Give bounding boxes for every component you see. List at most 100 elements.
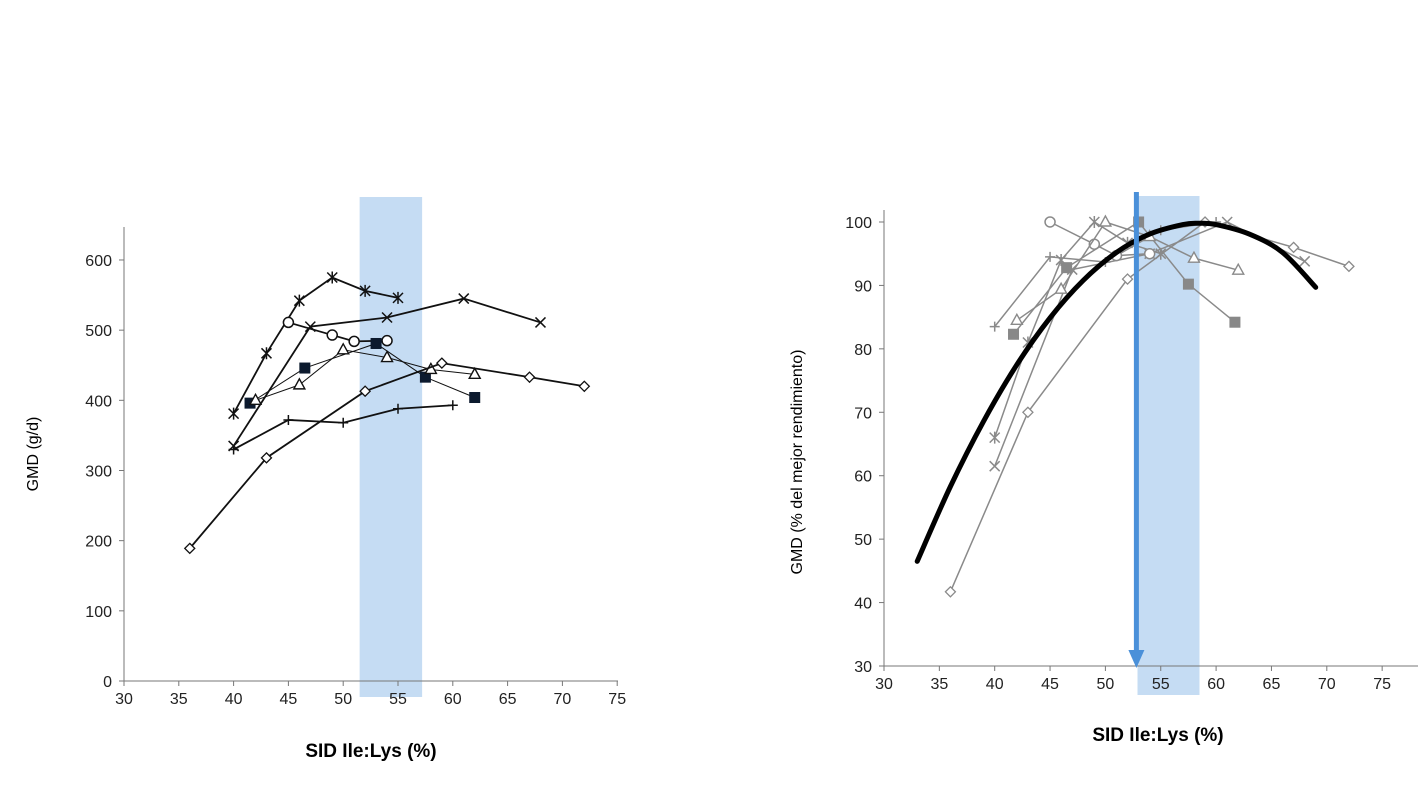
plus-marker xyxy=(338,417,349,428)
circle-marker xyxy=(348,335,360,348)
square-marker xyxy=(469,392,481,404)
diamond-marker xyxy=(1287,241,1300,254)
y-tick-label: 80 xyxy=(854,342,872,359)
series-line xyxy=(189,362,585,549)
triangle-marker xyxy=(1098,214,1113,227)
right-x-axis-label: SID Ile:Lys (%) xyxy=(1092,725,1223,746)
triangle-marker xyxy=(1231,262,1245,275)
diamond-marker xyxy=(578,380,591,393)
x-tick-label: 65 xyxy=(499,691,517,708)
circle-marker xyxy=(282,316,295,329)
asterisk-marker xyxy=(1088,215,1100,228)
x-tick-label: 65 xyxy=(1263,676,1281,693)
y-tick-label: 0 xyxy=(103,674,112,691)
asterisk-marker xyxy=(228,407,240,420)
circle-marker xyxy=(326,329,338,341)
triangle-marker xyxy=(248,392,263,406)
y-tick-label: 90 xyxy=(854,278,872,295)
series-line xyxy=(949,221,1350,593)
plus-marker xyxy=(393,403,403,414)
diamond-marker xyxy=(1121,273,1134,285)
square-marker xyxy=(1182,278,1194,290)
highlight-band xyxy=(1137,196,1200,695)
right-chart: 30 35 40 45 50 55 60 65 70 75 30 40 50 60 70 80 90 100 xyxy=(845,192,1418,695)
right-y-axis-label: GMD (% del mejor rendimiento) xyxy=(789,350,806,575)
highlight-band xyxy=(359,197,423,697)
x-marker xyxy=(989,460,1001,472)
y-tick-label: 40 xyxy=(854,596,872,613)
series-diamond xyxy=(944,216,1355,598)
triangle-marker xyxy=(1054,281,1068,294)
circle-marker xyxy=(1143,247,1156,260)
diamond-marker xyxy=(944,585,957,598)
square-marker xyxy=(299,362,311,374)
triangle-marker xyxy=(468,366,482,380)
x-tick-label: 70 xyxy=(554,691,572,708)
diamond-marker xyxy=(260,451,273,464)
plus-marker xyxy=(1045,251,1056,262)
plus-marker xyxy=(447,400,458,411)
y-tick-label: 50 xyxy=(854,532,872,549)
x-tick-label: 55 xyxy=(389,691,407,708)
series-line xyxy=(1016,221,1239,321)
series-circle xyxy=(282,316,393,348)
x-tick-label: 60 xyxy=(1207,676,1225,693)
x-tick-label: 40 xyxy=(225,691,243,708)
x-marker xyxy=(534,316,547,328)
asterisk-marker xyxy=(293,294,305,307)
x-tick-label: 40 xyxy=(986,676,1004,693)
series-diamond xyxy=(183,357,591,555)
series-asterisk xyxy=(228,271,404,420)
plus-marker xyxy=(283,414,294,425)
circle-marker xyxy=(1044,216,1056,228)
square-marker xyxy=(1008,328,1020,340)
x-tick-label: 70 xyxy=(1318,676,1336,693)
x-tick-label: 30 xyxy=(875,676,893,693)
y-tick-label: 100 xyxy=(845,215,872,232)
y-tick-label: 70 xyxy=(854,405,872,422)
x-marker xyxy=(1299,255,1311,267)
x-tick-label: 35 xyxy=(170,691,188,708)
triangle-marker xyxy=(336,342,350,355)
triangle-marker xyxy=(380,350,394,363)
series-triangle xyxy=(248,342,482,406)
x-tick-label: 50 xyxy=(334,691,352,708)
triangle-marker xyxy=(1010,312,1024,326)
square-marker xyxy=(1061,262,1073,274)
series-line xyxy=(255,349,475,401)
diamond-marker xyxy=(523,371,536,384)
asterisk-marker xyxy=(359,284,371,297)
series-circle xyxy=(1044,216,1156,262)
y-tick-label: 400 xyxy=(85,393,112,410)
x-marker xyxy=(458,293,470,305)
diamond-marker xyxy=(435,357,448,370)
x-tick-label: 45 xyxy=(280,691,298,708)
x-tick-label: 35 xyxy=(930,676,948,693)
diamond-marker xyxy=(359,385,372,398)
y-tick-label: 100 xyxy=(85,604,112,621)
plus-marker xyxy=(989,321,1000,332)
series-x xyxy=(228,293,547,452)
x-tick-label: 50 xyxy=(1097,676,1115,693)
left-y-axis-label: GMD (g/d) xyxy=(25,417,42,492)
asterisk-marker xyxy=(326,271,338,284)
asterisk-marker xyxy=(392,291,404,304)
x-tick-label: 60 xyxy=(444,691,462,708)
y-tick-label: 30 xyxy=(854,659,872,676)
y-tick-label: 200 xyxy=(85,534,112,551)
fit-curve xyxy=(914,220,1319,564)
arrow-head xyxy=(1128,650,1145,668)
x-tick-label: 55 xyxy=(1152,676,1170,693)
diamond-marker xyxy=(1343,260,1355,273)
y-tick-label: 600 xyxy=(85,253,112,270)
series-plus xyxy=(228,400,458,455)
left-x-axis-label: SID Ile:Lys (%) xyxy=(305,741,436,762)
square-marker xyxy=(419,371,431,383)
x-tick-label: 75 xyxy=(1373,676,1391,693)
y-tick-label: 60 xyxy=(854,469,872,486)
triangle-marker xyxy=(292,377,307,390)
left-chart: 30 35 40 45 50 55 60 65 70 75 0 100 200 300 400 500 600 xyxy=(85,197,626,708)
y-tick-label: 500 xyxy=(85,323,112,340)
x-tick-label: 45 xyxy=(1041,676,1059,693)
